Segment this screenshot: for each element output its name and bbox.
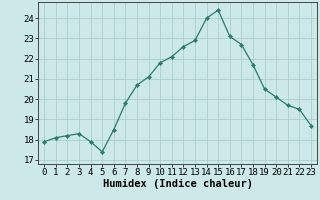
X-axis label: Humidex (Indice chaleur): Humidex (Indice chaleur) — [103, 179, 252, 189]
